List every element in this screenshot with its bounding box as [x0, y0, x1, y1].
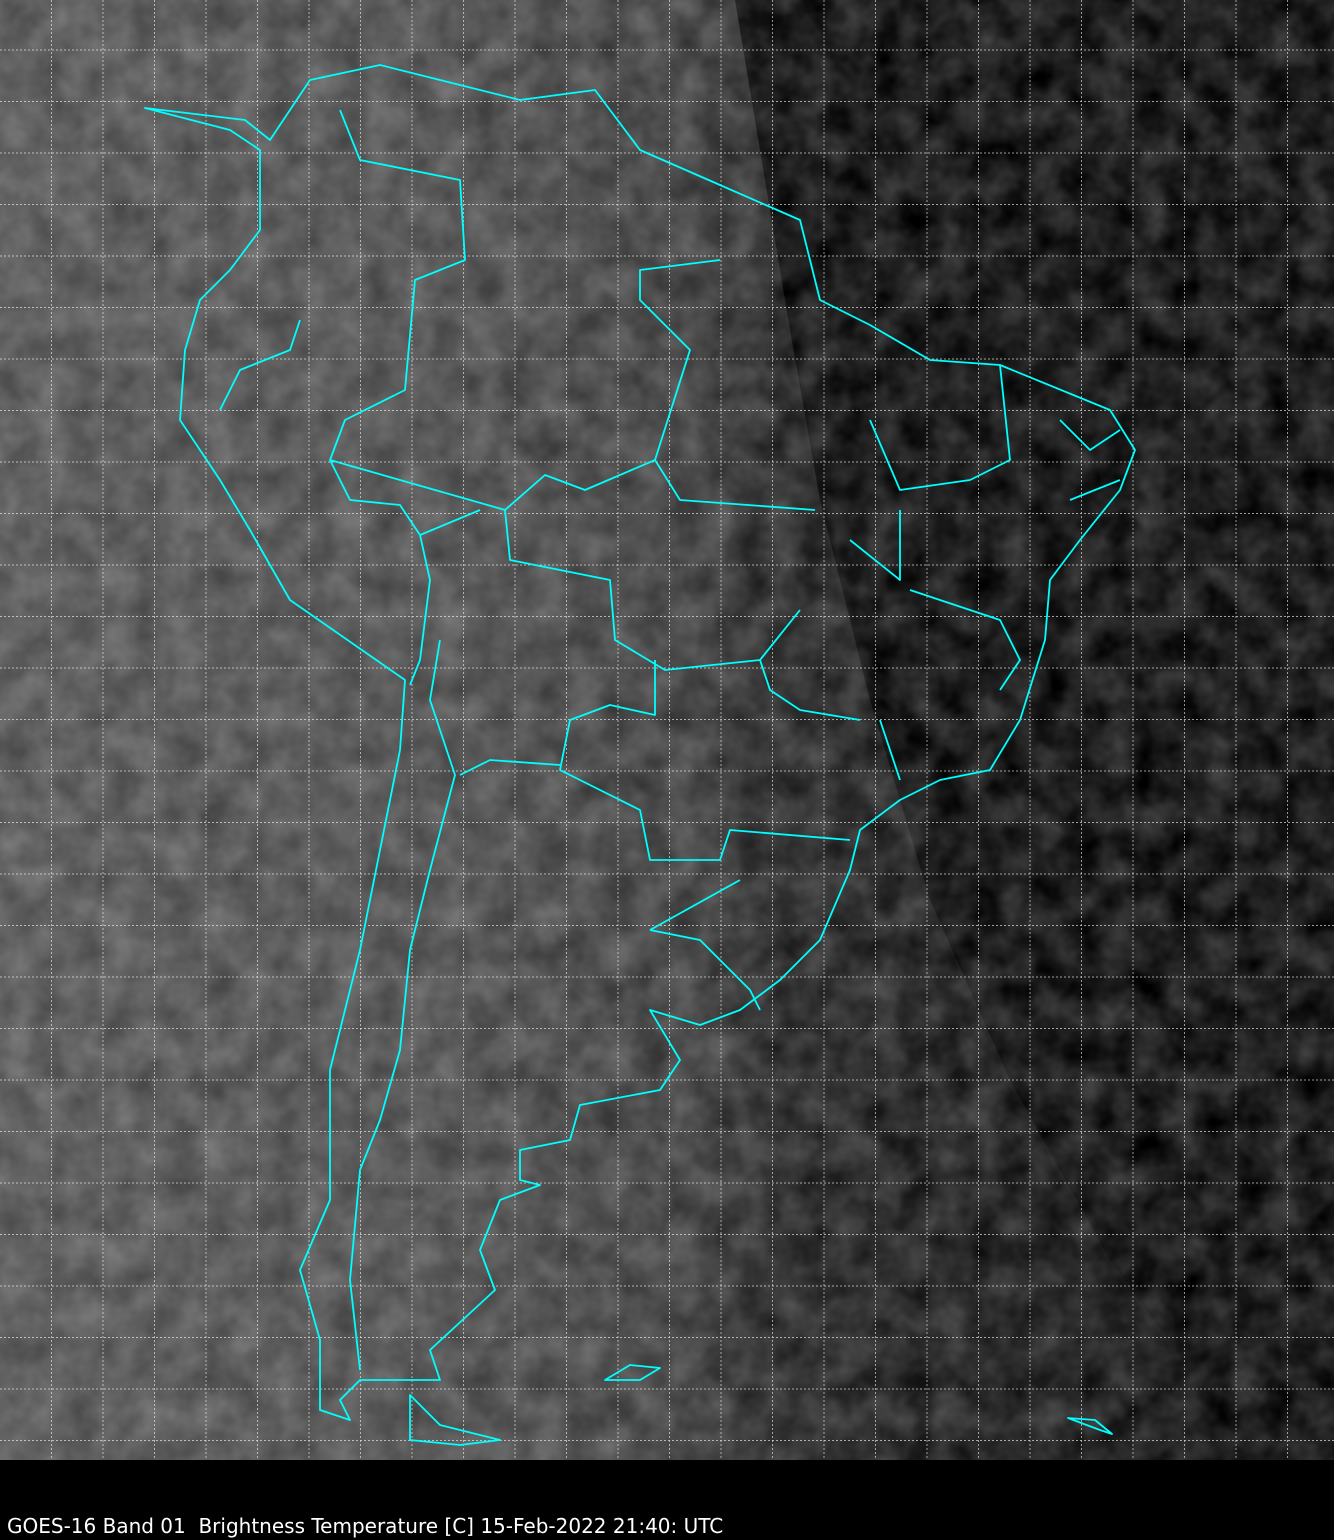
lat-lon-grid — [0, 0, 1334, 1460]
country-boundaries — [144, 64, 1136, 1446]
falkland-islands — [604, 1364, 661, 1381]
tierra-del-fuego — [409, 1394, 501, 1446]
border-lines — [219, 109, 1121, 1371]
caption: GOES-16 Band 01 Brightness Temperature [… — [7, 1514, 724, 1538]
satellite-map — [0, 0, 1334, 1460]
coastline — [144, 64, 1136, 1421]
south-georgia — [1067, 1417, 1113, 1435]
cloud-texture — [0, 0, 1255, 1460]
